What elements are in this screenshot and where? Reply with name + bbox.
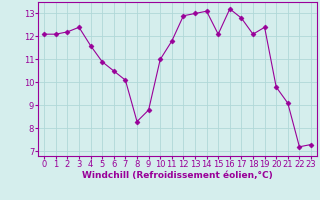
X-axis label: Windchill (Refroidissement éolien,°C): Windchill (Refroidissement éolien,°C) xyxy=(82,171,273,180)
